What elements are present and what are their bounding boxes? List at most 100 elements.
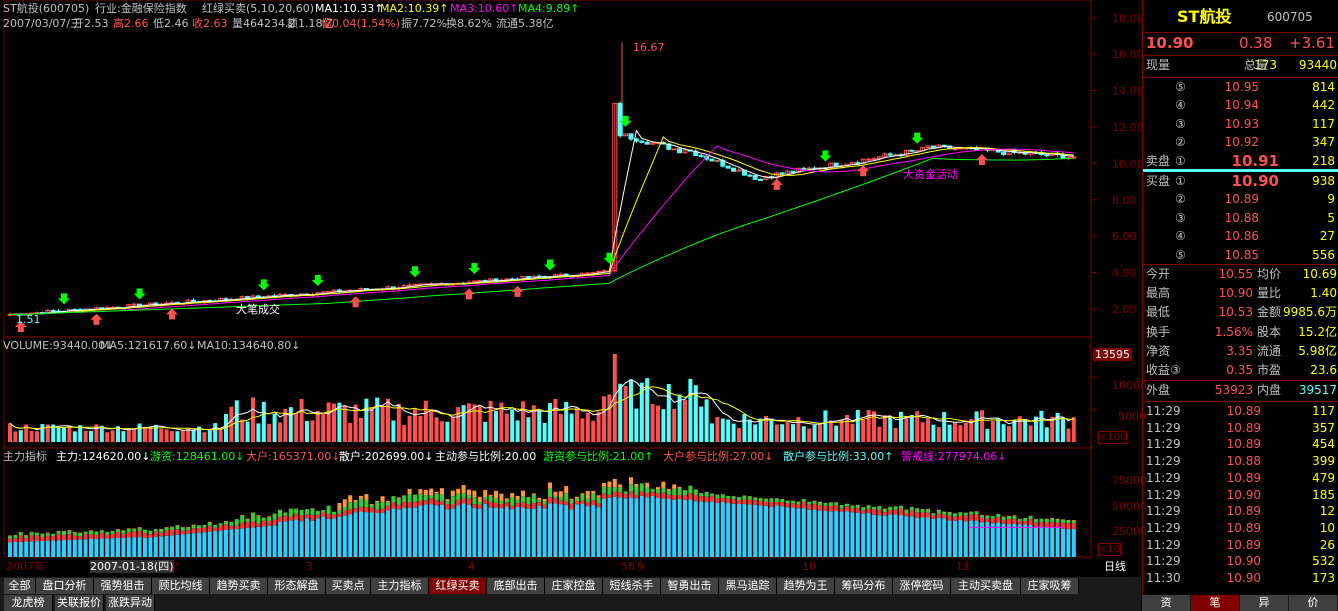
tab-13[interactable]: 黑马追踪 [719,578,777,594]
zhuli-bar [645,482,650,487]
chart-area[interactable]: 18.00 16.00 14.00 12.00 10.00 8.00 6.00 4.00 2.0… [0,0,1147,577]
sanhu-bar [402,507,407,557]
tab-18[interactable]: 庄家吸筹 [1021,578,1079,594]
sanhu-bar [623,498,628,557]
zhuli-bar [812,500,817,502]
tab-8[interactable]: 红绿买卖 [429,578,487,594]
volume-bar [726,419,731,442]
volume-bar [855,409,860,442]
zhuli-bar [488,494,493,496]
youzi-bar [936,510,941,514]
tick-row: 11:29 10.89 117 [1143,402,1338,421]
zhuli-bar [56,530,61,532]
kline-chart[interactable]: 18.00 16.00 14.00 12.00 10.00 8.00 6.00 4.00 2.0… [0,0,1141,577]
volume-bar [423,400,428,442]
panel-tab-2[interactable]: 异 [1240,595,1288,611]
tab-12[interactable]: 智勇出击 [661,578,719,594]
sanhu-bar [866,512,871,557]
tab-1[interactable]: 盘口分析 [36,578,94,594]
sanhu-bar [861,513,866,557]
dahu-bar [35,535,39,542]
dahu-bar [288,516,293,521]
youzi-bar [558,497,563,501]
tick-row-cell: 173 [1312,571,1335,585]
sanhu-bar [899,514,903,557]
dahu-bar [1028,519,1033,526]
tab-7[interactable]: 主力指标 [371,578,429,594]
youzi-bar [213,524,218,528]
panel-tab-0[interactable]: 资 [1142,595,1190,611]
tab-6[interactable]: 买卖点 [326,578,371,594]
candle-body [925,145,931,149]
sanhu-bar [785,507,790,557]
sanhu-bar [704,502,709,557]
youzi-bar [726,496,731,499]
volume-bar [62,427,66,442]
tab-11[interactable]: 短线杀手 [603,578,661,594]
tab-16[interactable]: 涨停密码 [893,578,951,594]
tab-14[interactable]: 趋势为王 [777,578,835,594]
sanhu-bar [288,520,293,557]
tab-4[interactable]: 趋势买卖 [210,578,268,594]
candle-body [871,158,877,161]
sell-signal-arrow [349,296,362,308]
dahu-bar [645,493,650,498]
zhuli-bar [224,520,228,522]
dahu-bar [472,504,477,508]
sanhu-bar [386,510,390,557]
dahu-bar [467,498,471,505]
sanhu-bar [170,535,174,557]
sell-level: ④ 10.94 442 [1143,96,1338,115]
youzi-bar [855,505,860,508]
tab-3[interactable]: 顾比均线 [152,578,210,594]
tab-9[interactable]: 底部出击 [487,578,545,594]
youzi-bar [364,500,369,508]
dahu-bar [672,494,677,500]
tab-15[interactable]: 筹码分布 [835,578,893,594]
candle-body [131,303,137,306]
tab-row2-0[interactable]: 龙虎榜 [4,595,53,611]
sanhu-bar [634,498,639,557]
tab-17[interactable]: 主动买卖盘 [951,578,1021,594]
youzi-bar [699,493,704,497]
candle-body [644,141,650,145]
tab-row2-2[interactable]: 涨跌异动 [106,595,155,611]
volume-bar [267,423,272,442]
sanhu-bar [888,514,893,557]
dahu-bar [272,519,277,526]
sanhu-bar [396,509,401,557]
bar-high: 高2.66 [113,17,149,30]
volume-bar [461,405,466,442]
zhuli-bar [310,508,315,509]
sanhu-bar [602,498,606,557]
youzi-bar [742,496,747,500]
stat-row-cell: 9985.6万 [1283,305,1337,320]
youzi-bar [218,523,223,526]
volume-bar [969,419,974,442]
tab-row2-1[interactable]: 关联报价 [55,595,104,611]
volume-bar [834,425,839,442]
sanhu-bar [89,539,93,557]
panel-tab-3[interactable]: 价 [1289,595,1337,611]
tab-5[interactable]: 形态解盘 [268,578,326,594]
youzi-bar [494,498,498,503]
youzi-bar [229,521,234,526]
youzi-legend: 游资:128461.00↓ [150,450,245,463]
bar-change: 幅0.04(1.54%) [321,17,401,30]
tab-2[interactable]: 强势狙击 [94,578,152,594]
dahu-bar [915,512,920,518]
sell-level-cell: ③ [1175,116,1186,131]
tab-0[interactable]: 全部 [4,578,36,594]
candle-body [930,145,936,149]
zhuli-bar [774,498,779,499]
youzi-bar [1007,516,1011,520]
tab-10[interactable]: 庄家控盘 [545,578,603,594]
volume-bar [369,407,374,442]
buy-level: ⑤ 10.85 556 [1143,246,1338,265]
sanhu-bar [764,505,768,557]
dahu-bar [121,533,126,538]
panel-tab-1[interactable]: 笔 [1191,595,1239,611]
period-label[interactable]: 日线 [1104,560,1126,573]
dahu-bar [537,501,542,506]
tick-row-cell: 10.90 [1226,571,1261,585]
